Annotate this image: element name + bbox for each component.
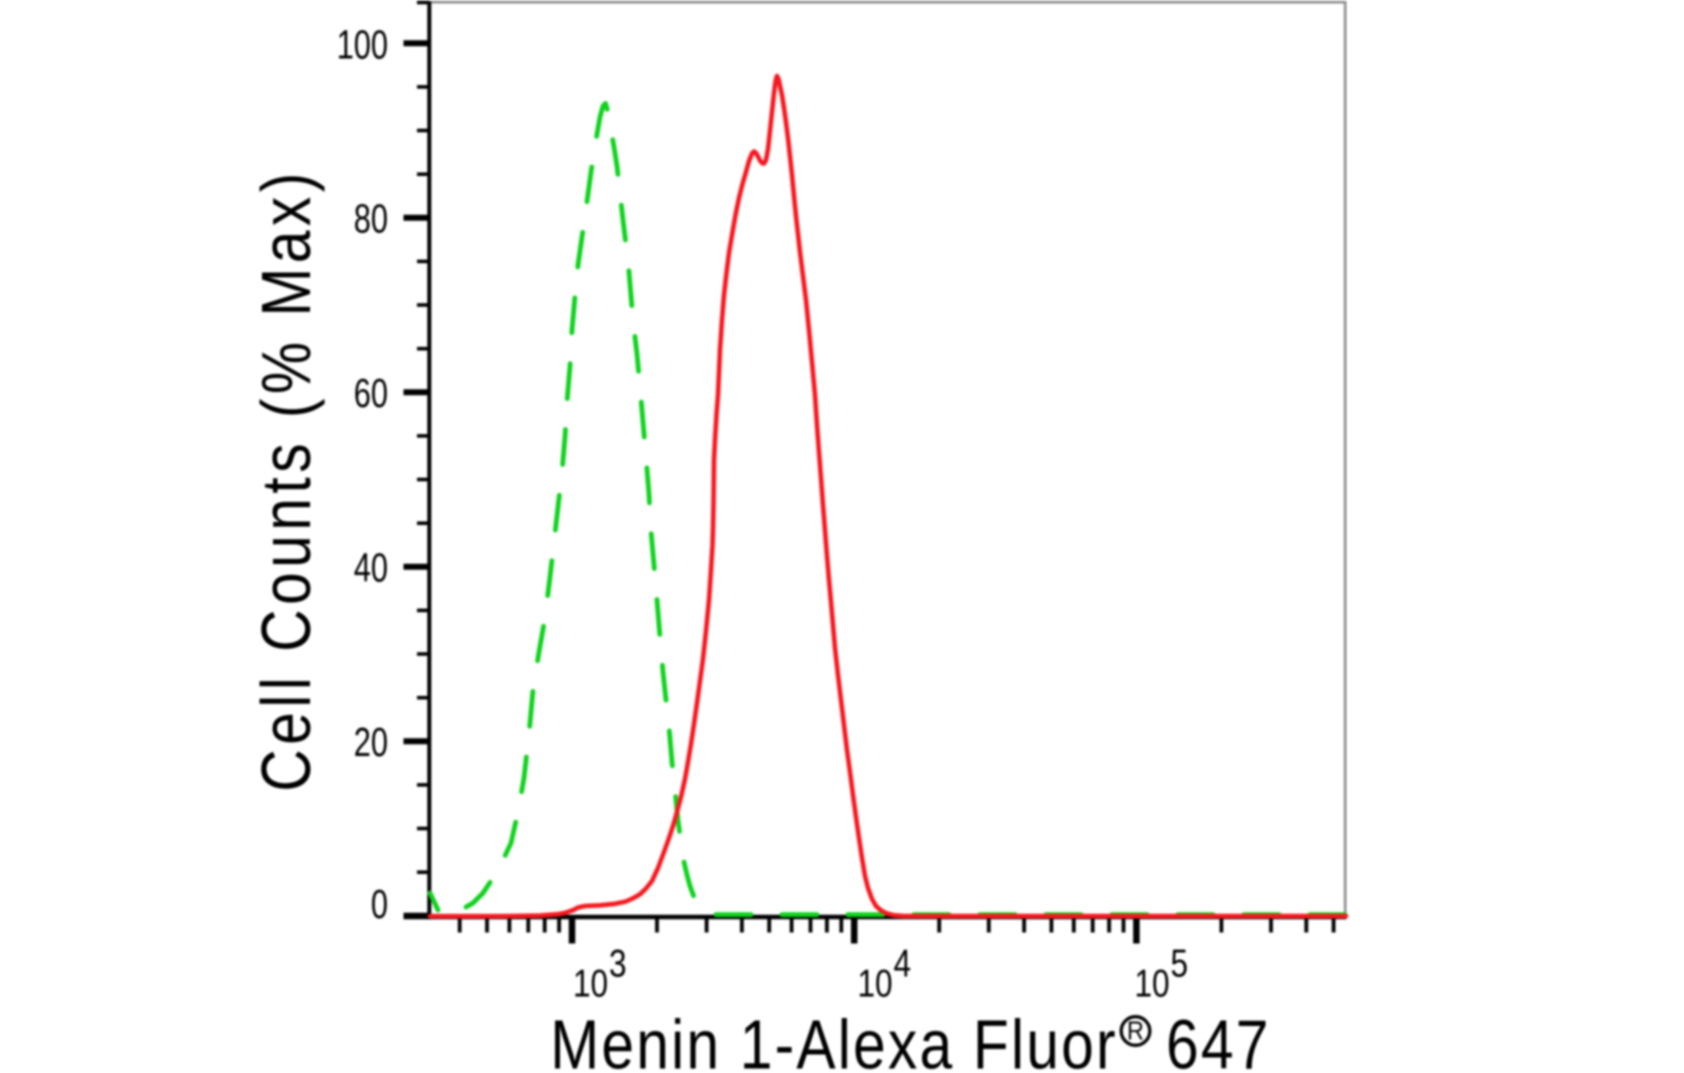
svg-text:10: 10 bbox=[573, 963, 608, 1006]
svg-text:20: 20 bbox=[354, 719, 388, 765]
svg-text:5: 5 bbox=[1171, 943, 1189, 986]
svg-text:Menin 1-Alexa Fluor: Menin 1-Alexa Fluor bbox=[550, 1005, 1118, 1073]
svg-text:0: 0 bbox=[371, 881, 388, 927]
svg-text:647: 647 bbox=[1166, 1005, 1271, 1073]
svg-text:80: 80 bbox=[354, 195, 388, 241]
svg-text:100: 100 bbox=[337, 21, 388, 67]
svg-text:Cell Counts (% Max): Cell Counts (% Max) bbox=[246, 168, 325, 792]
svg-text:10: 10 bbox=[858, 963, 893, 1006]
svg-text:4: 4 bbox=[894, 943, 912, 986]
svg-text:40: 40 bbox=[354, 544, 388, 590]
svg-text:R: R bbox=[1127, 1017, 1144, 1045]
svg-text:10: 10 bbox=[1135, 963, 1170, 1006]
svg-text:3: 3 bbox=[609, 943, 627, 986]
svg-text:60: 60 bbox=[354, 370, 388, 416]
